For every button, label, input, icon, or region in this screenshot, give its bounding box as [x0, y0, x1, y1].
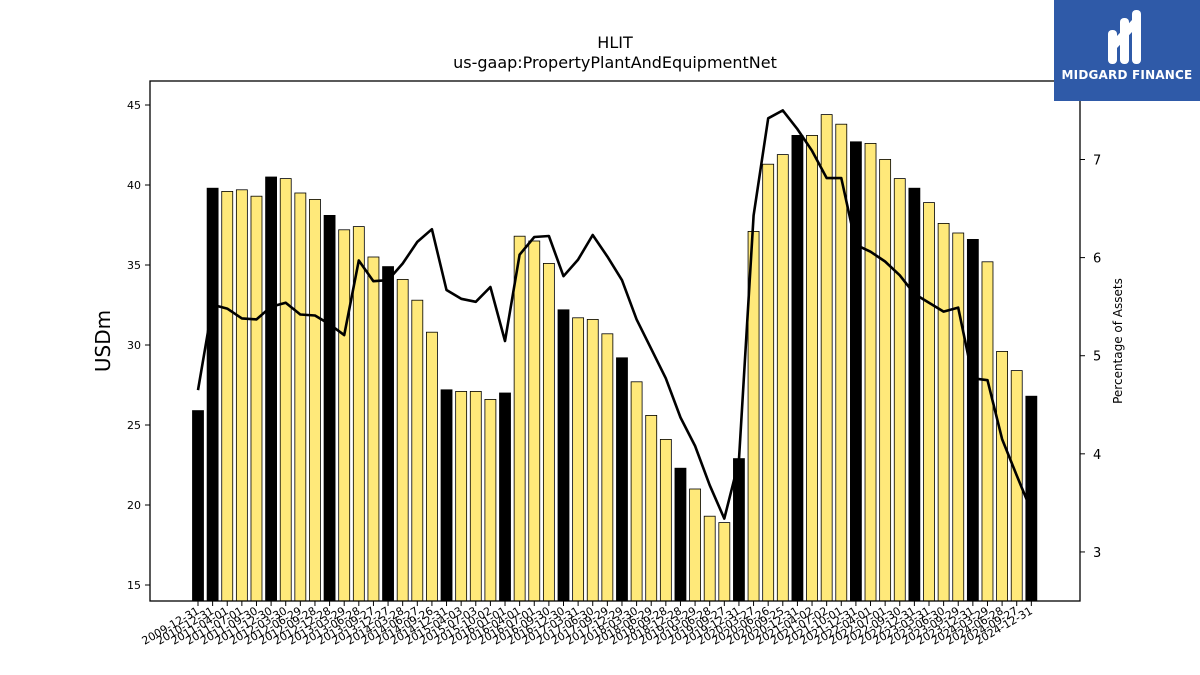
bar-2022-09-30 [893, 178, 906, 602]
brand-name: MIDGARD FINANCE [1061, 68, 1193, 82]
bar-2012-12-28 [323, 214, 336, 602]
y2-tick-label: 3 [1093, 546, 1101, 561]
bar-2016-09-30 [542, 262, 555, 602]
bar-2016-01-01 [499, 392, 511, 602]
bar-2013-03-29 [338, 229, 351, 602]
y-tick-label: 45 [127, 99, 141, 112]
bar-2023-09-29 [952, 232, 965, 602]
bar-2017-03-31 [572, 317, 585, 602]
bar-2020-06-26 [762, 163, 775, 602]
bar-2011-04-01 [221, 190, 234, 602]
bar-2018-06-29 [645, 414, 658, 602]
bar-2010-12-31 [206, 187, 219, 602]
bar-2021-04-02 [806, 134, 818, 602]
bar-2016-04-01 [513, 235, 526, 602]
y-axis-label: USDm [91, 310, 115, 372]
bar-series [192, 114, 1038, 602]
y-tick-label: 25 [127, 419, 141, 432]
bar-2015-07-03 [469, 390, 482, 602]
bar-2017-12-29 [616, 357, 628, 602]
bar-2014-06-27 [411, 299, 424, 602]
right-axis: 3 4 5 6 7 [1080, 153, 1101, 561]
bar-2014-12-31 [440, 389, 453, 602]
bar-2011-12-30 [265, 176, 278, 602]
bar-2024-03-29 [981, 261, 994, 602]
bar-2021-12-31 [850, 141, 862, 602]
bar-2019-03-29 [689, 488, 701, 602]
bar-2015-10-02 [484, 398, 497, 602]
bar-2023-12-31 [966, 238, 979, 602]
midgard-logo-icon [1108, 10, 1141, 64]
y2-tick-label: 4 [1093, 448, 1101, 463]
bar-2019-09-27 [718, 522, 731, 602]
bar-2023-06-30 [937, 222, 950, 602]
bar-2023-03-31 [923, 202, 935, 602]
bar-2014-09-26 [426, 331, 438, 602]
y2-tick-label: 5 [1093, 350, 1101, 365]
bar-2012-03-30 [279, 178, 292, 602]
bar-2013-09-27 [367, 256, 380, 602]
brand-logo: MIDGARD FINANCE [1054, 0, 1200, 101]
y-tick-label: 40 [127, 179, 141, 192]
bar-2015-04-03 [455, 390, 468, 602]
bar-2014-03-28 [396, 278, 409, 602]
bar-2018-12-28 [674, 467, 687, 602]
bar-2022-07-01 [879, 158, 892, 602]
bar-2020-09-25 [776, 154, 789, 602]
y-tick-label: 20 [127, 499, 141, 512]
y2-tick-label: 7 [1093, 153, 1101, 168]
chart-title: HLIT [597, 33, 633, 52]
y2-tick-label: 6 [1093, 252, 1101, 267]
chart-subtitle: us-gaap:PropertyPlantAndEquipmentNet [453, 53, 777, 72]
bar-2024-06-28 [996, 350, 1008, 602]
bar-2017-09-29 [601, 333, 614, 602]
y-tick-label: 15 [127, 579, 141, 592]
y2-axis-label: Percentage of Assets [1111, 278, 1125, 404]
bar-2019-06-28 [703, 515, 716, 602]
bar-2012-06-29 [294, 192, 307, 602]
y-tick-label: 30 [127, 339, 141, 352]
bar-2009-12-31 [192, 410, 204, 602]
left-axis: 15 20 25 30 35 40 45 [127, 99, 150, 592]
bar-2016-07-01 [528, 240, 541, 602]
bar-2011-07-01 [235, 189, 248, 602]
bar-2022-04-01 [864, 142, 877, 602]
bar-2022-12-31 [908, 187, 921, 602]
plot-frame [149, 80, 1081, 602]
bar-2011-09-30 [250, 195, 263, 602]
bar-2016-12-30 [557, 309, 570, 602]
bar-2021-07-02 [820, 114, 833, 602]
y-tick-label: 35 [127, 259, 141, 272]
bar-2017-06-30 [586, 318, 599, 602]
bar-2012-09-28 [309, 198, 321, 602]
line-series [196, 109, 1033, 520]
bar-2020-12-31 [791, 134, 804, 602]
bar-2018-03-30 [630, 381, 643, 602]
percentage-line [196, 109, 1033, 520]
bar-2013-12-27 [382, 266, 394, 602]
bar-2018-09-28 [659, 438, 672, 602]
x-axis: 2009-12-312010-12-312011-04-012011-07-01… [140, 601, 1035, 648]
